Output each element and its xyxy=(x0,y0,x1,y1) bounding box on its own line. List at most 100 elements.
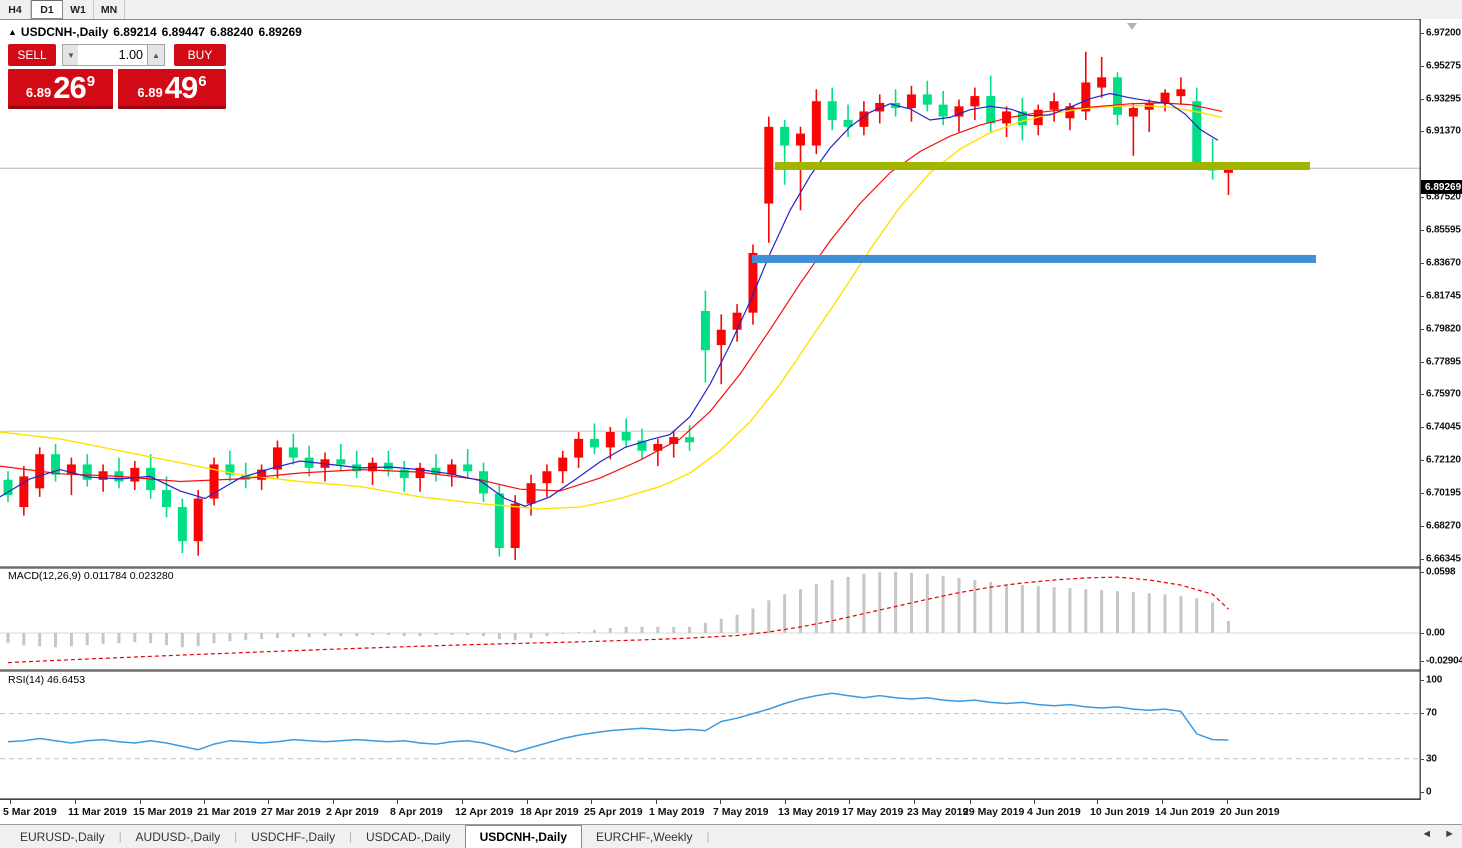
time-axis-label: 2 Apr 2019 xyxy=(326,806,379,818)
macd-indicator-label: MACD(12,26,9) 0.011784 0.023280 xyxy=(8,570,174,582)
bull-candle xyxy=(954,106,964,117)
macd-axis-label: -0.029049 xyxy=(1426,655,1462,667)
timeframe-mn[interactable]: MN xyxy=(94,0,125,19)
time-axis-tick xyxy=(1162,800,1163,804)
bull-candle xyxy=(669,437,679,444)
axis-tick xyxy=(1421,633,1424,634)
timeframe-h4[interactable]: H4 xyxy=(0,0,31,19)
price-axis-label: 6.83670 xyxy=(1426,257,1461,269)
bull-candle xyxy=(1223,168,1233,173)
axis-tick xyxy=(1421,33,1424,34)
chart-canvas[interactable] xyxy=(0,19,1421,800)
time-axis-label: 21 Mar 2019 xyxy=(197,806,257,818)
timeframe-d1[interactable]: D1 xyxy=(31,0,63,19)
bear-candle xyxy=(589,438,599,448)
open-value: 6.89214 xyxy=(113,25,157,39)
tab-separator: | xyxy=(118,830,122,843)
bull-candle xyxy=(130,467,140,482)
time-axis-tick xyxy=(204,800,205,804)
title-marker-icon: ▲ xyxy=(8,27,17,37)
macd-signal-line xyxy=(7,576,1229,664)
tab-eurusd-daily[interactable]: EURUSD-,Daily xyxy=(20,829,105,844)
bull-candle xyxy=(764,126,774,204)
bull-candle xyxy=(510,503,520,549)
bear-candle xyxy=(241,474,251,480)
axis-tick xyxy=(1421,493,1424,494)
bull-candle xyxy=(605,432,615,448)
time-axis-tick xyxy=(333,800,334,804)
ma-slow-yellow xyxy=(0,104,1223,510)
price-axis[interactable]: 6.89269 6.97200 6.95275 6.93295 6.91370 6.87… xyxy=(1421,19,1462,800)
bear-candle xyxy=(637,440,647,451)
time-axis-tick xyxy=(75,800,76,804)
bear-candle xyxy=(685,437,695,443)
bear-candle xyxy=(986,96,996,124)
sell-price-small: 6.89 xyxy=(25,85,52,100)
bear-candle xyxy=(700,310,710,351)
axis-tick xyxy=(1421,792,1424,793)
sell-button[interactable]: SELL xyxy=(8,44,56,66)
bull-candle xyxy=(574,438,584,458)
bull-candle xyxy=(1128,108,1138,117)
bear-candle xyxy=(494,493,504,549)
axis-tick xyxy=(1421,661,1424,662)
buy-price-tile[interactable]: 6.89 49 6 xyxy=(118,69,226,109)
bear-candle xyxy=(1192,101,1202,165)
price-axis-label: 6.97200 xyxy=(1426,27,1461,39)
time-axis-tick xyxy=(397,800,398,804)
axis-tick xyxy=(1421,362,1424,363)
bear-candle xyxy=(383,462,393,470)
support-line-steel-blue[interactable] xyxy=(752,254,1316,263)
bull-candle xyxy=(66,464,76,475)
price-axis-label: 6.75970 xyxy=(1426,388,1461,400)
bull-candle xyxy=(272,447,282,470)
time-axis-label: 13 May 2019 xyxy=(778,806,840,818)
volume-input[interactable] xyxy=(78,44,147,66)
price-axis-label: 6.95275 xyxy=(1426,60,1461,72)
time-axis-tick xyxy=(591,800,592,804)
time-axis-tick xyxy=(785,800,786,804)
bear-candle xyxy=(843,119,853,127)
axis-tick xyxy=(1421,66,1424,67)
sell-price-tile[interactable]: 6.89 26 9 xyxy=(8,69,113,109)
bull-candle xyxy=(1049,101,1059,110)
bear-candle xyxy=(177,507,187,542)
time-axis-tick xyxy=(970,800,971,804)
bull-candle xyxy=(526,483,536,504)
bear-candle xyxy=(399,469,409,479)
bear-candle xyxy=(621,432,631,441)
volume-increase-button[interactable]: ▲ xyxy=(147,44,165,66)
bear-candle xyxy=(82,464,92,480)
bull-candle xyxy=(732,312,742,330)
timeframe-w1[interactable]: W1 xyxy=(63,0,94,19)
tab-usdcnh-daily[interactable]: USDCNH-,Daily xyxy=(464,825,582,848)
bull-candle xyxy=(796,133,805,146)
axis-tick xyxy=(1421,99,1424,100)
time-axis-tick xyxy=(720,800,721,804)
candles-layer xyxy=(3,51,1233,560)
time-axis-label: 7 May 2019 xyxy=(713,806,769,818)
chart-title: ▲ USDCNH-,Daily 6.89214 6.89447 6.88240 6.892… xyxy=(8,25,302,39)
price-axis-label: 6.70195 xyxy=(1426,487,1461,499)
rsi-indicator-label: RSI(14) 46.6453 xyxy=(8,674,86,686)
axis-tick xyxy=(1421,131,1424,132)
tabs-scroll-left-icon[interactable]: ◄ xyxy=(1421,828,1433,840)
tab-usdchf-daily[interactable]: USDCHF-,Daily xyxy=(251,829,336,844)
buy-button[interactable]: BUY xyxy=(174,44,226,66)
bull-candle xyxy=(653,443,663,451)
time-axis[interactable]: 5 Mar 2019 11 Mar 2019 15 Mar 2019 21 Mar 2… xyxy=(0,800,1421,824)
tab-audusd-daily[interactable]: AUDUSD-,Daily xyxy=(135,829,221,844)
bull-candle xyxy=(1160,92,1170,103)
tab-separator: | xyxy=(706,830,710,843)
axis-tick xyxy=(1421,713,1424,714)
bear-candle xyxy=(336,459,346,465)
resistance-line-olive[interactable] xyxy=(775,162,1310,171)
price-axis-label: 6.91370 xyxy=(1426,125,1461,137)
tabs-scroll-right-icon[interactable]: ► xyxy=(1444,828,1455,840)
tab-eurchf-weekly[interactable]: EURCHF-,Weekly xyxy=(596,829,693,844)
bull-candle xyxy=(811,101,821,146)
tab-usdcad-daily[interactable]: USDCAD-,Daily xyxy=(365,829,451,844)
time-axis-label: 29 May 2019 xyxy=(963,806,1025,818)
time-axis-tick xyxy=(849,800,850,804)
